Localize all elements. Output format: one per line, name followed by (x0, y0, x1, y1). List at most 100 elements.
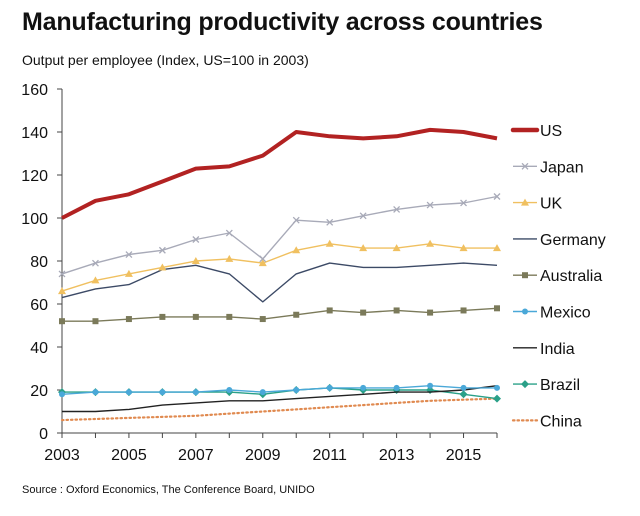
legend-marker-japan (521, 162, 529, 170)
data-point-japan (393, 205, 401, 213)
data-point-australia (360, 309, 367, 316)
data-point-uk (124, 269, 133, 277)
data-point-japan (225, 229, 233, 237)
data-point-mexico (226, 387, 233, 393)
data-point-australia (92, 318, 99, 325)
data-point-mexico (360, 384, 367, 391)
legend-label-brazil: Brazil (540, 377, 580, 394)
x-tick-label: 2005 (111, 447, 147, 464)
data-point-australia (259, 316, 266, 323)
data-point-japan (125, 251, 133, 259)
data-point-australia (293, 311, 300, 318)
legend-label-mexico: Mexico (540, 305, 591, 322)
data-point-mexico (259, 389, 266, 396)
legend-marker-uk (521, 198, 529, 206)
y-tick-label: 40 (30, 340, 48, 357)
data-point-uk (91, 276, 100, 284)
data-point-mexico (125, 389, 132, 396)
data-point-japan (92, 259, 99, 267)
data-point-mexico (293, 387, 300, 393)
data-point-japan (292, 216, 300, 224)
data-point-uk (359, 244, 368, 252)
data-point-mexico (460, 384, 467, 391)
data-point-japan (493, 193, 501, 200)
data-point-uk (258, 259, 267, 267)
legend-label-australia: Australia (540, 268, 602, 285)
data-point-mexico (92, 389, 99, 396)
legend-label-india: India (540, 341, 575, 358)
data-point-australia (125, 316, 132, 323)
series-line-india (62, 385, 498, 413)
data-point-uk (292, 246, 301, 254)
data-point-japan (359, 212, 367, 220)
legend-label-japan: Japan (540, 159, 584, 176)
series-india (62, 385, 498, 413)
data-point-uk (459, 244, 468, 252)
data-point-mexico (427, 382, 434, 389)
legend-item-germany: Germany (513, 232, 606, 249)
source-note: Source : Oxford Economics, The Conferenc… (22, 484, 315, 496)
y-tick-label: 80 (30, 254, 48, 271)
legend-label-us: US (540, 123, 562, 140)
series-us (61, 127, 498, 220)
legend: US Japan UK Germany Australia Mexico India Braz… (510, 123, 606, 430)
data-point-australia (59, 318, 65, 325)
y-tick-label: 120 (21, 168, 48, 185)
data-point-brazil (493, 394, 501, 403)
data-point-japan (158, 246, 166, 254)
series-australia (59, 305, 500, 325)
data-point-australia (159, 313, 166, 320)
y-tick-label: 20 (30, 383, 48, 400)
legend-item-uk: UK (513, 196, 563, 213)
legend-item-japan: Japan (513, 159, 584, 176)
legend-marker-brazil (521, 380, 529, 389)
legend-marker-australia (522, 272, 528, 279)
data-point-australia (460, 307, 467, 314)
series-line-australia (62, 307, 498, 322)
data-point-uk (58, 287, 66, 295)
series-uk (58, 239, 501, 295)
data-point-uk (191, 257, 200, 264)
y-tick-label: 0 (39, 426, 48, 443)
data-point-australia (393, 307, 400, 314)
data-point-mexico (159, 389, 166, 396)
x-tick-label: 2013 (379, 447, 415, 464)
legend-label-germany: Germany (540, 232, 606, 249)
series-line-us (61, 127, 498, 220)
data-point-japan (58, 270, 66, 278)
series-japan (58, 193, 501, 278)
chart-subtitle: Output per employee (Index, US=100 in 20… (22, 52, 309, 68)
axes: 0 20 40 60 80 100 120 140 160 2003 2005 2007 2009 201… (21, 82, 498, 464)
legend-item-china: China (511, 413, 582, 430)
x-tick-label: 2007 (178, 447, 214, 464)
series-line-germany (61, 262, 498, 303)
data-point-uk (392, 244, 401, 252)
legend-item-australia: Australia (513, 268, 602, 285)
series-mexico (59, 382, 500, 398)
data-point-japan (192, 236, 200, 243)
legend-label-uk: UK (540, 196, 563, 213)
series-line-china (60, 397, 499, 422)
data-point-japan (460, 199, 467, 207)
data-point-mexico (59, 391, 65, 398)
series-line-mexico (61, 385, 497, 395)
y-tick-label: 100 (21, 211, 48, 228)
data-point-japan (326, 218, 334, 226)
data-point-australia (427, 309, 434, 316)
series-germany (61, 262, 498, 303)
data-point-uk (325, 239, 334, 247)
series-line-uk (61, 243, 497, 292)
data-point-uk (225, 254, 234, 262)
x-tick-label: 2003 (44, 447, 80, 464)
series-china (60, 397, 499, 422)
y-tick-label: 160 (21, 82, 48, 99)
x-tick-label: 2015 (446, 447, 482, 464)
y-tick-label: 140 (21, 125, 48, 142)
legend-item-us: US (510, 123, 562, 140)
data-point-mexico (393, 384, 400, 391)
data-point-japan (259, 255, 267, 263)
data-point-australia (326, 307, 333, 314)
data-point-australia (226, 313, 233, 320)
data-point-uk (426, 239, 435, 247)
